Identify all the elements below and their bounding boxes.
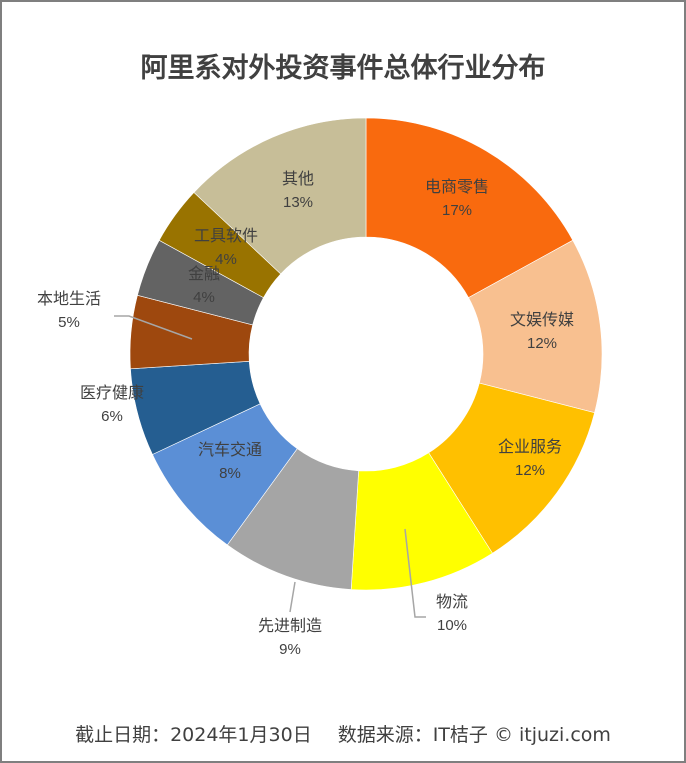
slice-label-percent: 17% — [442, 202, 472, 219]
slice-label-percent: 4% — [215, 251, 237, 268]
slice-label-percent: 5% — [58, 314, 80, 331]
slice-label-category: 电商零售 — [425, 177, 489, 196]
slice-label-category: 工具软件 — [194, 226, 258, 245]
slice-label-category: 医疗健康 — [80, 383, 144, 402]
footer-date: 截止日期：2024年1月30日 — [75, 724, 312, 746]
slice-label-category: 其他 — [282, 169, 314, 188]
slice-11 — [193, 117, 367, 275]
slice-label-category: 物流 — [436, 592, 468, 611]
slice-label-category: 企业服务 — [498, 437, 562, 456]
leader-line — [289, 581, 296, 613]
data-labels: 电商零售 17% 文娱传媒 12% 企业服务 12% 物流 10% 先进制造 9% 汽车交通 8% 医疗… — [37, 169, 574, 658]
slice-label-category: 先进制造 — [258, 616, 322, 635]
footer-source: 数据来源：IT桔子 © itjuzi.com — [337, 724, 611, 746]
slice-label-percent: 9% — [279, 641, 301, 658]
slice-label-percent: 12% — [515, 462, 545, 479]
slice-label-percent: 8% — [219, 465, 241, 482]
slice-label-category: 汽车交通 — [198, 440, 262, 459]
leader-line — [404, 528, 426, 618]
slice-label-percent: 13% — [283, 194, 313, 211]
leader-line — [114, 315, 193, 340]
slice-label-percent: 10% — [437, 617, 467, 634]
leader-lines — [114, 315, 426, 618]
chart-footer: 截止日期：2024年1月30日 数据来源：IT桔子 © itjuzi.com — [2, 720, 684, 747]
slice-label-category: 文娱传媒 — [510, 310, 574, 329]
donut-slices — [129, 117, 603, 591]
slice-1 — [365, 117, 574, 299]
slice-label-category: 本地生活 — [37, 289, 101, 308]
slice-label-category: 金融 — [188, 264, 220, 283]
slice-label-percent: 12% — [527, 335, 557, 352]
slice-label-percent: 4% — [193, 289, 215, 306]
slice-label-percent: 6% — [101, 408, 123, 425]
chart-title: 阿里系对外投资事件总体行业分布 — [140, 53, 546, 84]
